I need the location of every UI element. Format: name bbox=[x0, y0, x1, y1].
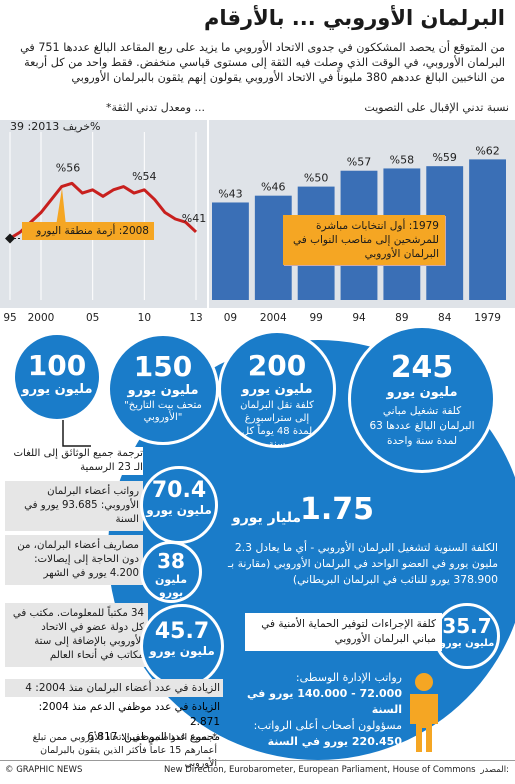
line-value-label-2007: %56 bbox=[56, 161, 80, 174]
expenses-box: مصاريف أعضاء البرلمان، من دون الحاجة إلى… bbox=[5, 535, 143, 585]
total-cost-desc: الكلفة السنوية لتشغيل البرلمان الأوروبي … bbox=[228, 541, 498, 586]
top-salary-title: مسؤولون أصحاب أعلى الرواتب: bbox=[253, 719, 402, 732]
bubble-38-unit: مليون يورو bbox=[154, 573, 188, 599]
bubble-150-unit: مليون يورو bbox=[127, 383, 199, 398]
bar-value-label-89: %58 bbox=[390, 153, 414, 166]
bar-1979 bbox=[469, 159, 506, 300]
admin-salary-value: 72.000 - 140.000 يورو في السنة bbox=[247, 687, 402, 716]
admin-salary-block: رواتب الإدارة الوسطى: 72.000 - 140.000 ي… bbox=[222, 670, 402, 750]
line-annotation-pointer bbox=[56, 188, 66, 226]
bubble-35-7-value: 35.7 bbox=[442, 614, 492, 638]
total-cost-unit: مليار يورو bbox=[232, 510, 302, 526]
bar-value-label-94: %57 bbox=[347, 156, 371, 169]
offices-box: 34 مكتباً للمعلومات. مكتب في كل دولة عضو… bbox=[5, 603, 148, 667]
x-tick-99: 99 bbox=[309, 312, 322, 324]
bubble-45-7: 45.7 مليون يورو bbox=[140, 604, 224, 688]
panel-divider bbox=[207, 118, 209, 312]
bubble-100-pointer bbox=[62, 420, 91, 447]
bubble-45-7-unit: مليون يورو bbox=[149, 644, 215, 658]
x-tick-13: 13 bbox=[189, 312, 202, 324]
bubble-200-value: 200 bbox=[247, 349, 307, 382]
x-tick-10: 10 bbox=[138, 312, 151, 324]
bubble-45-7-value: 45.7 bbox=[154, 619, 210, 644]
staff-block: الزيادة في عدد موظفي الدعم منذ 2004: 2.8… bbox=[5, 697, 223, 748]
bubble-150-value: 150 bbox=[133, 350, 193, 383]
x-tick-95: 95 bbox=[3, 312, 16, 324]
x-tick-84: 84 bbox=[438, 312, 452, 324]
footnote: * نسبة المواطنين في الاتحاد الأوروبي ممن… bbox=[32, 732, 217, 769]
bubble-100-unit: مليون يورو bbox=[21, 382, 93, 397]
x-tick-1979: 1979 bbox=[474, 312, 501, 324]
x-tick-94: 94 bbox=[352, 312, 366, 324]
total-cost-value: 1.75 bbox=[300, 492, 375, 527]
admin-salary-title: رواتب الإدارة الوسطى: bbox=[295, 671, 402, 684]
bar-value-label-09: %43 bbox=[218, 187, 242, 200]
staff-increase: الزيادة في عدد موظفي الدعم منذ 2004: 2.8… bbox=[38, 701, 220, 728]
endpoint-marker bbox=[5, 233, 15, 244]
trust-line-chart: 13 10 05 2000 95 %41 %54 %56 خريف 2013: 39% bbox=[3, 120, 206, 324]
x-tick-2000: 2000 bbox=[28, 312, 55, 324]
bubble-70-4: 70.4 مليون يورو bbox=[140, 466, 218, 544]
bar-value-label-99: %50 bbox=[304, 172, 328, 185]
bubble-245-unit: مليون يورو bbox=[386, 385, 458, 400]
footer-credit: © GRAPHIC NEWS bbox=[5, 765, 83, 775]
x-tick-2004: 2004 bbox=[260, 312, 287, 324]
bubble-35-7: 35.7 مليون يورو bbox=[434, 603, 500, 669]
x-tick-05: 05 bbox=[86, 312, 99, 324]
bubble-100-value: 100 bbox=[27, 349, 87, 382]
footer-rule bbox=[0, 760, 515, 761]
bubble-200-unit: مليون يورو bbox=[241, 382, 313, 397]
bubble-38-value: 38 bbox=[157, 549, 185, 573]
translation-box: ترجمة جميع الوثائق إلى اللغات الـ 23 الر… bbox=[5, 447, 143, 475]
line-value-label-2000: %54 bbox=[132, 170, 156, 183]
x-tick-89: 89 bbox=[395, 312, 408, 324]
staff-total: مجموع عدد الموظفين: 6.817 bbox=[87, 731, 220, 743]
x-tick-09: 09 bbox=[224, 312, 237, 324]
bar-value-label-2004: %46 bbox=[261, 181, 285, 194]
intro-text: من المتوقع أن يحصد المشككون في جدوى الات… bbox=[20, 41, 505, 84]
line-chart-title: ... ومعدل تدني الثقة* bbox=[105, 101, 205, 114]
bar-annotation: 1979: أول انتخابات مباشرة للمرشحين إلى م… bbox=[283, 215, 445, 265]
trust-line bbox=[9, 181, 198, 240]
bubble-150: 150 مليون يورو "متحف بيت التاريخ الأوروب… bbox=[107, 333, 219, 445]
security-cost-desc: كلفة الإجراءات لتوفير الحماية الأمنية في… bbox=[245, 613, 442, 651]
bubble-100: 100 مليون يورو bbox=[12, 332, 102, 422]
bubble-70-4-unit: مليون يورو bbox=[146, 503, 212, 517]
line-annotation: 2008: أزمة منطقة اليورو bbox=[22, 222, 154, 240]
bar-value-label-1979: %62 bbox=[475, 144, 499, 157]
bubble-245: 245 مليون يورو كلفة تشغيل مباني البرلمان… bbox=[348, 325, 496, 473]
bubble-38: 38 مليون يورو bbox=[140, 541, 202, 603]
footer-source: New Direction, Eurobarometer, European P… bbox=[164, 765, 476, 775]
footer-source-label: المصدر: bbox=[480, 765, 509, 775]
bar-09 bbox=[212, 202, 249, 300]
person-icon bbox=[410, 673, 438, 752]
bubble-200: 200 مليون يورو كلفة نقل البرلمان إلى ستر… bbox=[218, 330, 336, 450]
bubble-245-value: 245 bbox=[390, 350, 454, 385]
members-increase: الزيادة في عدد أعضاء البرلمان منذ 2004: … bbox=[5, 679, 223, 697]
bubble-150-desc: "متحف بيت التاريخ الأوروبي" bbox=[124, 400, 202, 423]
bar-value-label-84: %59 bbox=[432, 151, 456, 164]
bubble-245-desc: كلفة تشغيل مباني البرلمان البالغ عددها 6… bbox=[369, 405, 475, 447]
bubble-70-4-value: 70.4 bbox=[151, 478, 207, 503]
bubble-35-7-unit: مليون يورو bbox=[439, 638, 495, 649]
salaries-box: رواتب أعضاء البرلمان الأوروبي: 93.685 يو… bbox=[5, 481, 143, 531]
bar-chart-title: نسبة تدني الإقبال على التصويت bbox=[364, 101, 509, 114]
page-title: البرلمان الأوروبي ... بالأرقام bbox=[203, 6, 505, 30]
bubble-200-desc: كلفة نقل البرلمان إلى ستراسبورغ لمدة 48 … bbox=[240, 400, 314, 450]
line-end-label: خريف 2013: 39% bbox=[10, 120, 100, 133]
line-value-label-1995: %41 bbox=[182, 212, 206, 225]
top-salary-value: 220.450 يورو في السنة bbox=[267, 735, 402, 748]
